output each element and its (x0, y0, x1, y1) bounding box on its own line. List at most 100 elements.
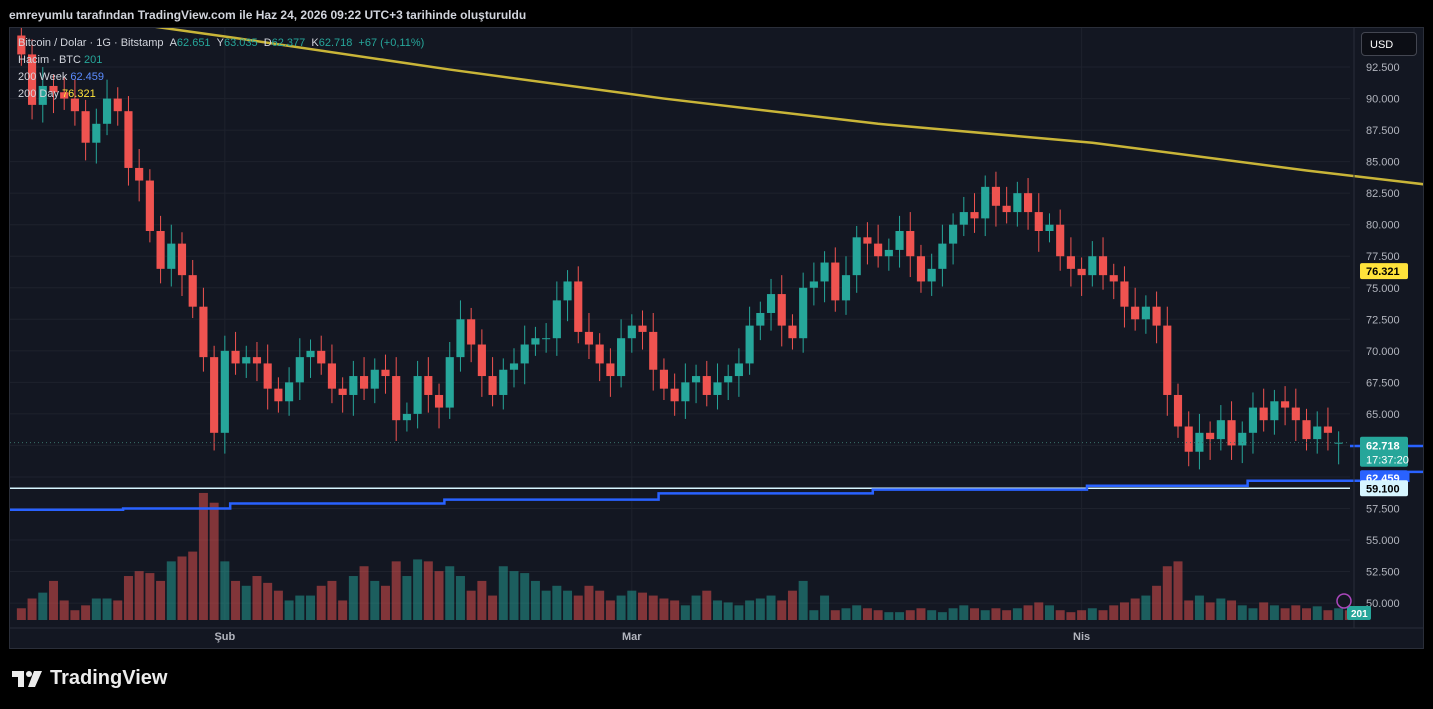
volume-bar (295, 595, 305, 620)
ma-200-week-line (10, 444, 1423, 511)
candle-body (92, 123, 101, 143)
volume-bar (1077, 610, 1087, 620)
x-tick-label: Nis (1073, 631, 1090, 643)
candle-body (477, 344, 486, 377)
legend-ma200w-label: 200 Week (18, 71, 68, 83)
candle-body (499, 369, 508, 395)
legend-close-label: K (311, 37, 319, 49)
candle-body (456, 319, 465, 358)
legend-ma200d-row[interactable]: 200 Day 76.321 (18, 86, 424, 103)
y-tick-label: 87.500 (1366, 125, 1400, 137)
candle-body (252, 357, 262, 364)
candle-body (381, 369, 390, 377)
volume-bar (1194, 595, 1204, 620)
candle-body (520, 344, 529, 364)
last-price-tag: 62.718 (1366, 441, 1400, 453)
candle-body (81, 111, 90, 143)
chart-legend: Bitcoin / Dolar · 1G · Bitstamp A62.651 … (18, 35, 424, 103)
volume-bar (156, 580, 166, 620)
chart-frame[interactable]: 50.00052.50055.00057.50060.00062.50065.0… (9, 27, 1424, 649)
candle-body (1045, 224, 1054, 232)
candle-body (852, 237, 861, 276)
volume-bar (584, 585, 594, 620)
candle-body (702, 376, 711, 395)
volume-bar (680, 605, 690, 620)
y-tick-label: 72.500 (1366, 314, 1400, 326)
legend-symbol[interactable]: Bitcoin / Dolar · 1G · Bitstamp (18, 37, 164, 49)
volume-bar (1248, 608, 1258, 620)
tradingview-brand: TradingView (50, 667, 168, 689)
candle-body (574, 281, 583, 332)
candle-body (49, 85, 58, 93)
candle-body (135, 167, 144, 181)
volume-bar (873, 610, 883, 620)
ma200d-price-tag-bg (1360, 263, 1408, 280)
y-tick-label: 80.000 (1366, 220, 1400, 232)
candle-body (1088, 256, 1097, 276)
legend-ma200d-value: 76.321 (62, 88, 96, 100)
candle-body (681, 382, 690, 402)
volume-bar (1237, 605, 1247, 620)
volume-bar (380, 585, 390, 620)
candle-body (777, 294, 786, 326)
candle-body (1098, 256, 1108, 276)
candle-body (124, 111, 133, 168)
legend-volume-row[interactable]: Hacim · BTC 201 (18, 52, 424, 69)
volume-bar (1119, 602, 1129, 620)
y-tick-label: 57.500 (1366, 503, 1400, 515)
volume-bar (1291, 605, 1301, 620)
volume-bar (595, 590, 605, 620)
currency-button[interactable]: USD (1361, 32, 1417, 56)
volume-bar (970, 608, 980, 620)
volume-bar (670, 600, 680, 620)
volume-bar (1130, 598, 1140, 620)
volume-bar (787, 590, 797, 620)
legend-open-label: A (169, 37, 177, 49)
volume-bar (830, 610, 840, 620)
x-tick-label: Mar (622, 631, 642, 643)
ma200d-price-tag: 76.321 (1366, 266, 1400, 278)
candle-body (359, 376, 369, 389)
tradingview-logo[interactable]: TradingView (12, 667, 167, 690)
volume-bar (252, 576, 262, 620)
candle-body (1313, 426, 1322, 440)
x-tick-label: Şub (214, 631, 235, 643)
y-tick-label: 75.000 (1366, 283, 1400, 295)
candle-body (938, 243, 947, 269)
volume-bar (638, 592, 648, 620)
legend-ma200d-label: 200 Day (18, 88, 59, 100)
candle-body (317, 350, 326, 364)
volume-bar (231, 580, 241, 620)
candle-body (220, 350, 229, 433)
candle-body (1173, 394, 1183, 427)
candle-body (1291, 407, 1300, 421)
y-tick-label: 65.000 (1366, 409, 1400, 421)
ma-200-day-line (155, 28, 1423, 186)
volume-bar (188, 551, 198, 620)
volume-bar (820, 595, 830, 620)
volume-bar (1269, 605, 1279, 620)
candle-body (895, 231, 904, 250)
volume-bar (1334, 608, 1344, 620)
candle-body (1141, 306, 1150, 320)
candle-body (670, 388, 679, 402)
volume-bar (616, 595, 626, 620)
candle-body (991, 186, 1001, 206)
last-price-tag-bg (1360, 436, 1408, 467)
volume-bar (113, 600, 123, 620)
candle-body (327, 363, 337, 389)
candle-body (542, 338, 551, 340)
candle-body (531, 338, 540, 345)
candle-body (552, 300, 561, 339)
volume-bar (777, 600, 787, 620)
candle-body (584, 331, 594, 345)
volume-bar (530, 580, 540, 620)
legend-change: +67 (+0,11%) (358, 37, 425, 49)
volume-bar (1098, 610, 1108, 620)
price-chart[interactable]: 50.00052.50055.00057.50060.00062.50065.0… (10, 28, 1423, 648)
candle-body (788, 325, 797, 339)
volume-bar (91, 598, 101, 620)
volume-bar (466, 590, 476, 620)
legend-ma200w-row[interactable]: 200 Week 62.459 (18, 69, 424, 86)
volume-bar (81, 605, 91, 620)
